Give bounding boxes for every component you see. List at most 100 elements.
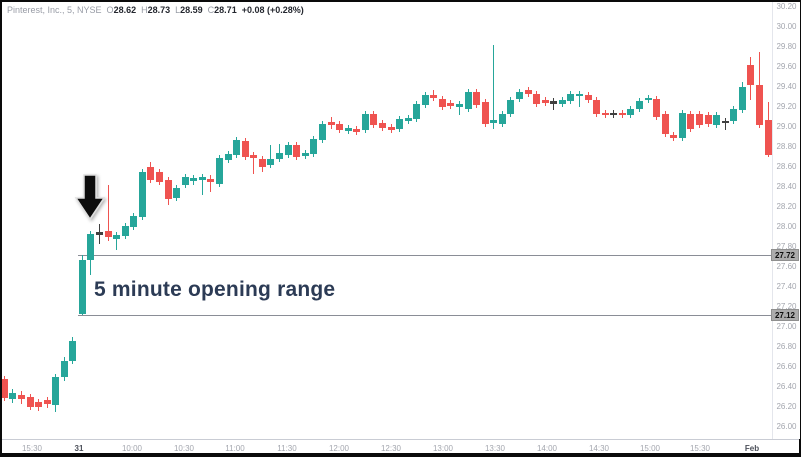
candle-body bbox=[139, 172, 146, 217]
price-tick-label: 26.60 bbox=[776, 362, 797, 371]
candle-body bbox=[105, 231, 112, 237]
candle-body bbox=[533, 94, 540, 104]
price-tick-label: 27.80 bbox=[776, 242, 797, 251]
price-tick-label: 28.40 bbox=[776, 182, 797, 191]
legend-high-value: 28.73 bbox=[147, 5, 171, 15]
candle-body bbox=[379, 123, 386, 128]
legend-symbol-name[interactable]: Pinterest, Inc., 5, NYSE bbox=[7, 5, 102, 15]
candle-body bbox=[293, 145, 300, 157]
candle-body bbox=[276, 153, 283, 159]
candle-body bbox=[507, 100, 514, 114]
time-tick-label: 11:00 bbox=[225, 444, 245, 453]
down-arrow-annotation bbox=[74, 174, 106, 221]
time-tick-label: 11:30 bbox=[277, 444, 297, 453]
candle-body bbox=[233, 140, 240, 155]
candle-body bbox=[2, 379, 8, 398]
candle-body bbox=[482, 102, 489, 124]
candle-body bbox=[747, 65, 754, 85]
price-tick-label: 29.60 bbox=[776, 62, 797, 71]
price-tick-label: 29.40 bbox=[776, 82, 797, 91]
candle-body bbox=[430, 95, 437, 98]
time-tick-label: 10:00 bbox=[121, 444, 143, 453]
candle-body bbox=[756, 85, 763, 125]
candle-body bbox=[173, 188, 180, 198]
price-tick-label: 27.00 bbox=[776, 322, 797, 331]
candle-body bbox=[130, 216, 137, 227]
candle-body bbox=[619, 113, 626, 115]
price-tick-label: 28.00 bbox=[776, 222, 797, 231]
candle-body bbox=[422, 95, 429, 105]
candle-body bbox=[18, 395, 25, 399]
candle-body bbox=[310, 139, 317, 154]
candle-body bbox=[190, 178, 197, 181]
candle-body bbox=[216, 158, 223, 184]
candle-body bbox=[182, 177, 189, 185]
candle-body bbox=[225, 154, 232, 160]
price-tick-label: 26.20 bbox=[776, 402, 797, 411]
price-axis[interactable]: 30.20 30.00 29.80 29.60 29.40 29.20 29.00 28.80… bbox=[772, 2, 800, 439]
candle-body bbox=[87, 234, 94, 260]
price-tick-label: 26.00 bbox=[776, 422, 797, 431]
candle-body bbox=[447, 103, 454, 106]
candle-body bbox=[61, 361, 68, 377]
price-tick-label: 29.80 bbox=[776, 42, 797, 51]
candle-body bbox=[490, 120, 497, 123]
candle-body bbox=[730, 109, 737, 121]
candle-body bbox=[165, 180, 172, 199]
candle-body bbox=[96, 232, 103, 235]
candle-body bbox=[345, 128, 352, 131]
price-tick-label: 26.40 bbox=[776, 382, 797, 391]
candle-body bbox=[250, 155, 257, 158]
candle-body bbox=[525, 90, 532, 94]
candle-body bbox=[662, 114, 669, 134]
candle-body bbox=[362, 114, 369, 130]
candle-body bbox=[396, 119, 403, 129]
price-tick-label: 29.00 bbox=[776, 122, 797, 131]
candle-body bbox=[559, 100, 566, 104]
candle-body bbox=[550, 101, 557, 104]
candle-body bbox=[319, 124, 326, 140]
price-tick-label: 28.80 bbox=[776, 142, 797, 151]
candle-body bbox=[259, 159, 266, 167]
price-tick-label: 28.20 bbox=[776, 202, 797, 211]
candle-body bbox=[576, 94, 583, 96]
candle-body bbox=[585, 95, 592, 100]
time-tick-label: 15:30 bbox=[689, 444, 711, 453]
price-tick-label: 27.40 bbox=[776, 282, 797, 291]
candle-body bbox=[285, 145, 292, 155]
price-level-badge-range-high: 27.72 bbox=[771, 249, 799, 261]
legend-close-label: C bbox=[207, 5, 215, 15]
candle-body bbox=[473, 92, 480, 105]
candle-body bbox=[465, 92, 472, 109]
time-tick-label: 15:30 bbox=[21, 444, 43, 453]
candle-body bbox=[353, 129, 360, 132]
candle-body bbox=[456, 104, 463, 107]
candle-body bbox=[713, 115, 720, 125]
candle-body bbox=[328, 122, 335, 125]
candle-body bbox=[267, 159, 274, 165]
candle-body bbox=[122, 226, 129, 236]
price-tick-label: 30.00 bbox=[776, 22, 797, 31]
date-tick-label: Feb bbox=[744, 444, 760, 453]
candle-body bbox=[156, 172, 163, 182]
candle-body bbox=[242, 141, 249, 157]
candle-body bbox=[627, 109, 634, 115]
candle-body bbox=[739, 87, 746, 110]
candle-body bbox=[567, 94, 574, 101]
candle-body bbox=[516, 92, 523, 99]
candle-body bbox=[645, 98, 652, 100]
symbol-legend[interactable]: Pinterest, Inc., 5, NYSE O28.62 H28.73 L28.… bbox=[7, 5, 304, 17]
candle-body bbox=[199, 177, 206, 180]
candle-body bbox=[35, 402, 42, 407]
candle-body bbox=[687, 114, 694, 129]
time-tick-label: 12:30 bbox=[380, 444, 402, 453]
candle-body bbox=[705, 115, 712, 124]
time-axis[interactable]: 15:30 31 10:00 10:30 11:00 11:30 12:00 12:30 13:… bbox=[2, 439, 799, 453]
legend-low-value: 28.59 bbox=[180, 5, 203, 15]
time-tick-label: 14:00 bbox=[536, 444, 558, 453]
candle-body bbox=[765, 120, 772, 155]
price-tick-label: 27.60 bbox=[776, 262, 797, 271]
candle-body bbox=[113, 235, 120, 239]
candlestick-chart-canvas[interactable] bbox=[2, 2, 772, 439]
